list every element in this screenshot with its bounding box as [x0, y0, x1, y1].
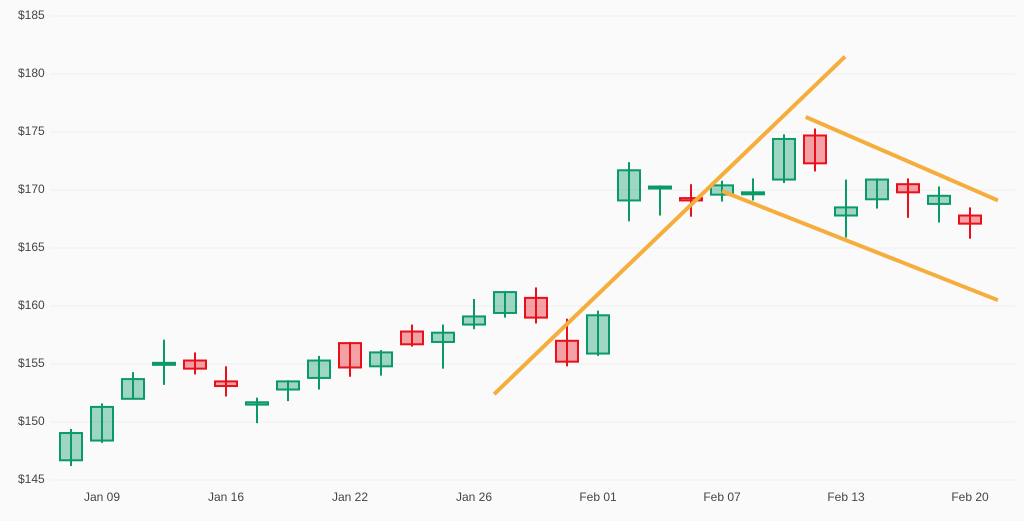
candle-body — [617, 169, 641, 202]
candle-body — [431, 331, 455, 343]
x-tick-label: Jan 22 — [332, 490, 368, 504]
candle-body — [307, 359, 331, 379]
candle-body — [59, 432, 83, 462]
y-tick-label: $155 — [18, 356, 45, 370]
candle-body — [741, 191, 765, 196]
candle-body — [338, 342, 362, 369]
y-tick-label: $170 — [18, 182, 45, 196]
candle-body — [586, 314, 610, 355]
x-tick-label: Feb 01 — [579, 490, 617, 504]
candle-body — [214, 380, 238, 388]
trend-line — [804, 115, 999, 203]
candle-body — [493, 291, 517, 314]
candle-body — [524, 296, 548, 319]
candle-body — [369, 351, 393, 368]
candle-body — [90, 405, 114, 442]
candle-body — [245, 401, 269, 406]
y-tick-label: $185 — [18, 8, 45, 22]
candle-body — [152, 361, 176, 366]
y-tick-label: $175 — [18, 124, 45, 138]
candle-body — [462, 315, 486, 326]
x-tick-label: Jan 26 — [456, 490, 492, 504]
candle-body — [834, 206, 858, 217]
x-tick-label: Feb 20 — [951, 490, 989, 504]
candle-body — [865, 178, 889, 201]
y-tick-label: $150 — [18, 414, 45, 428]
candle-body — [772, 137, 796, 181]
candle-body — [803, 134, 827, 165]
candle-body — [958, 214, 982, 225]
y-tick-label: $145 — [18, 472, 45, 486]
y-tick-label: $160 — [18, 298, 45, 312]
y-tick-label: $180 — [18, 66, 45, 80]
candle-body — [896, 183, 920, 194]
x-tick-label: Jan 09 — [84, 490, 120, 504]
x-tick-label: Feb 13 — [827, 490, 865, 504]
candle-body — [183, 359, 207, 370]
candle-body — [927, 194, 951, 205]
x-tick-label: Feb 07 — [703, 490, 741, 504]
candle-body — [679, 197, 703, 202]
candle-body — [555, 339, 579, 363]
x-tick-label: Jan 16 — [208, 490, 244, 504]
trend-line — [721, 189, 999, 303]
candle-body — [400, 330, 424, 346]
candle-body — [121, 378, 145, 400]
trend-line — [492, 55, 847, 396]
candle-body — [648, 185, 672, 190]
y-tick-label: $165 — [18, 240, 45, 254]
candle-body — [710, 184, 734, 196]
candle-body — [276, 380, 300, 391]
